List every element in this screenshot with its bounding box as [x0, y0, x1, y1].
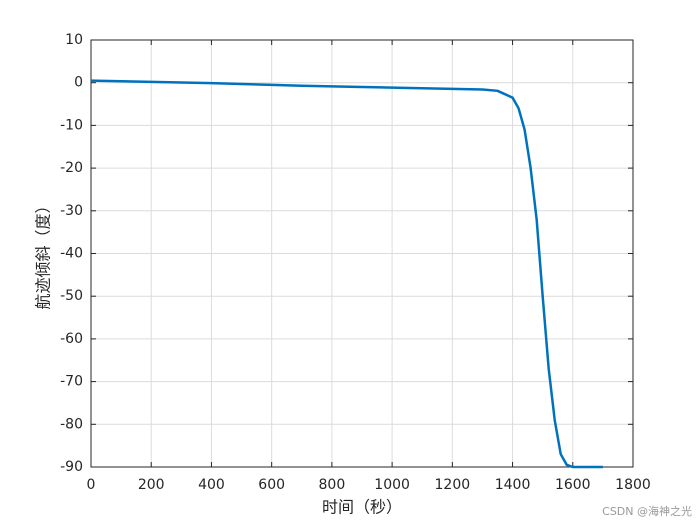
x-tick-label: 800 — [319, 477, 346, 493]
y-tick-label: 0 — [74, 75, 83, 91]
watermark: CSDN @海神之光 — [602, 504, 692, 518]
x-tick-label: 1400 — [495, 477, 531, 493]
y-tick-label: -80 — [60, 416, 83, 432]
x-tick-label: 1800 — [615, 477, 651, 493]
y-axis-label: 航迹倾斜（度） — [34, 197, 53, 309]
y-tick-label: -90 — [60, 459, 83, 475]
y-tick-label: 10 — [65, 32, 83, 48]
x-tick-label: 400 — [198, 477, 225, 493]
x-tick-label: 1000 — [374, 477, 410, 493]
y-tick-label: -10 — [60, 117, 83, 133]
x-tick-label: 1200 — [435, 477, 471, 493]
x-tick-label: 0 — [87, 477, 96, 493]
x-tick-label: 200 — [138, 477, 165, 493]
x-tick-label: 600 — [258, 477, 285, 493]
x-tick-label: 1600 — [555, 477, 591, 493]
x-axis-label: 时间（秒） — [322, 498, 402, 517]
y-tick-label: -20 — [60, 160, 83, 176]
y-tick-label: -30 — [60, 203, 83, 219]
y-tick-label: -40 — [60, 246, 83, 262]
y-tick-label: -60 — [60, 331, 83, 347]
y-tick-label: -70 — [60, 374, 83, 390]
y-tick-label: -50 — [60, 288, 83, 304]
data-line — [90, 79, 603, 469]
